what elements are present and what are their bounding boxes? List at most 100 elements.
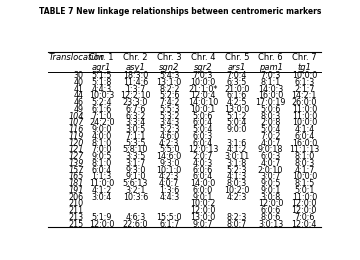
Text: 4:2:3: 4:2:3 bbox=[159, 172, 179, 181]
Text: 10:1:0: 10:1:0 bbox=[157, 166, 182, 175]
Text: 26:0:0: 26:0:0 bbox=[292, 98, 317, 107]
Text: 9:0:18: 9:0:18 bbox=[258, 145, 283, 154]
Text: 6:0:3: 6:0:3 bbox=[193, 132, 213, 141]
Text: 14:0:3: 14:0:3 bbox=[258, 85, 283, 94]
Text: Chr. 2: Chr. 2 bbox=[123, 53, 148, 62]
Text: 8:1:5: 8:1:5 bbox=[294, 179, 315, 188]
Text: 17:0:19: 17:0:19 bbox=[255, 98, 286, 107]
Text: 6:1:3: 6:1:3 bbox=[294, 78, 314, 87]
Text: 24:2:0: 24:2:0 bbox=[89, 118, 114, 127]
Text: 10:0:0: 10:0:0 bbox=[292, 172, 317, 181]
Text: 191: 191 bbox=[68, 186, 84, 195]
Text: 127: 127 bbox=[68, 152, 84, 161]
Text: 12:0:0: 12:0:0 bbox=[190, 206, 216, 215]
Text: 5:0:4: 5:0:4 bbox=[226, 118, 247, 127]
Text: 9:3:0: 9:3:0 bbox=[125, 166, 146, 175]
Text: Chr. 6: Chr. 6 bbox=[258, 53, 283, 62]
Text: agr1: agr1 bbox=[92, 63, 112, 72]
Text: 4:1:2: 4:1:2 bbox=[226, 145, 247, 154]
Text: 41: 41 bbox=[74, 85, 84, 94]
Text: 18:3:0: 18:3:0 bbox=[123, 71, 148, 80]
Text: 3:1:8: 3:1:8 bbox=[227, 159, 247, 168]
Text: 5:5:3: 5:5:3 bbox=[159, 105, 180, 114]
Text: 5:1:2: 5:1:2 bbox=[226, 112, 247, 121]
Text: 8:0:6: 8:0:6 bbox=[260, 213, 281, 222]
Text: 46: 46 bbox=[74, 98, 84, 107]
Text: 11:1:13: 11:1:13 bbox=[289, 145, 319, 154]
Text: 6:0:0: 6:0:0 bbox=[193, 186, 213, 195]
Text: 14:0:10: 14:0:10 bbox=[188, 98, 218, 107]
Text: 7:0:2: 7:0:2 bbox=[260, 132, 281, 141]
Text: 5:0:1: 5:0:1 bbox=[294, 186, 315, 195]
Text: 7:0:4: 7:0:4 bbox=[226, 71, 247, 80]
Text: pam1: pam1 bbox=[258, 63, 283, 72]
Text: 2:0:7: 2:0:7 bbox=[193, 152, 213, 161]
Text: 120: 120 bbox=[68, 139, 84, 148]
Text: 3:0:13: 3:0:13 bbox=[258, 219, 283, 229]
Text: 12:0:0: 12:0:0 bbox=[292, 206, 317, 215]
Text: 8:0:3: 8:0:3 bbox=[227, 179, 247, 188]
Text: 11:0:0: 11:0:0 bbox=[292, 112, 317, 121]
Text: 4:1:4: 4:1:4 bbox=[294, 125, 314, 134]
Text: 8:0:3: 8:0:3 bbox=[294, 159, 314, 168]
Text: 12:0:13: 12:0:13 bbox=[188, 145, 218, 154]
Text: 6:1:6: 6:1:6 bbox=[227, 92, 247, 100]
Text: ars1: ars1 bbox=[228, 63, 246, 72]
Text: 6:0:4: 6:0:4 bbox=[294, 132, 314, 141]
Text: 8:1:0: 8:1:0 bbox=[91, 159, 112, 168]
Text: 10:0:3: 10:0:3 bbox=[89, 92, 114, 100]
Text: 5:5:0: 5:5:0 bbox=[159, 145, 180, 154]
Text: 5:2:3: 5:2:3 bbox=[226, 166, 247, 175]
Text: 10:3:6: 10:3:6 bbox=[123, 193, 148, 202]
Text: 10:0:0: 10:0:0 bbox=[190, 78, 216, 87]
Text: 5:3:5: 5:3:5 bbox=[125, 139, 146, 148]
Text: 4:2:5: 4:2:5 bbox=[226, 98, 247, 107]
Text: 5:0:6: 5:0:6 bbox=[193, 112, 213, 121]
Text: 7:0:3: 7:0:3 bbox=[193, 71, 213, 80]
Text: 13:1:0: 13:1:0 bbox=[157, 78, 182, 87]
Text: 7:0:3: 7:0:3 bbox=[260, 71, 281, 80]
Text: 6:7:6: 6:7:6 bbox=[125, 105, 146, 114]
Text: 9:0:5: 9:0:5 bbox=[260, 179, 281, 188]
Text: 5:1:9: 5:1:9 bbox=[91, 213, 112, 222]
Text: 213: 213 bbox=[69, 213, 84, 222]
Text: 3:0:7: 3:0:7 bbox=[260, 172, 281, 181]
Text: 5:0:6: 5:0:6 bbox=[260, 105, 281, 114]
Text: 12:2:10: 12:2:10 bbox=[120, 92, 151, 100]
Text: 1:3:6: 1:3:6 bbox=[159, 186, 179, 195]
Text: 4:0:7: 4:0:7 bbox=[159, 179, 179, 188]
Text: 6:0:3: 6:0:3 bbox=[260, 152, 281, 161]
Text: 8:1:1: 8:1:1 bbox=[260, 78, 281, 87]
Text: 8:2:2: 8:2:2 bbox=[159, 85, 180, 94]
Text: 12:0:4: 12:0:4 bbox=[292, 219, 317, 229]
Text: 21:1:0*: 21:1:0* bbox=[188, 85, 218, 94]
Text: 2:0:10: 2:0:10 bbox=[258, 166, 283, 175]
Text: 211: 211 bbox=[69, 206, 84, 215]
Text: 1:3:7: 1:3:7 bbox=[125, 85, 146, 94]
Text: 9:0:7: 9:0:7 bbox=[193, 219, 213, 229]
Text: 9:0:0: 9:0:0 bbox=[226, 125, 247, 134]
Text: Chr. 3: Chr. 3 bbox=[157, 53, 181, 62]
Text: 8:0:3: 8:0:3 bbox=[260, 112, 281, 121]
Text: 3:0:8: 3:0:8 bbox=[260, 193, 281, 202]
Text: 21:0:0: 21:0:0 bbox=[224, 85, 249, 94]
Text: sgr2: sgr2 bbox=[194, 63, 212, 72]
Text: 9:1:0: 9:1:0 bbox=[125, 172, 146, 181]
Text: 10:2:0: 10:2:0 bbox=[224, 186, 249, 195]
Text: 23:3:0: 23:3:0 bbox=[123, 98, 148, 107]
Text: 8:0:7: 8:0:7 bbox=[226, 219, 247, 229]
Text: 8:2:3: 8:2:3 bbox=[226, 213, 247, 222]
Text: 6:3:2: 6:3:2 bbox=[125, 112, 146, 121]
Text: 5:4:3: 5:4:3 bbox=[159, 71, 179, 80]
Text: 3:4:3: 3:4:3 bbox=[159, 118, 179, 127]
Text: 5:1:5: 5:1:5 bbox=[91, 71, 112, 80]
Text: 3:2:1: 3:2:1 bbox=[125, 186, 146, 195]
Text: asy1: asy1 bbox=[126, 63, 145, 72]
Text: 5:1:8: 5:1:8 bbox=[91, 78, 112, 87]
Text: 4:4:3: 4:4:3 bbox=[91, 85, 112, 94]
Text: 6:0:4: 6:0:4 bbox=[91, 166, 112, 175]
Text: 12:0:4: 12:0:4 bbox=[190, 92, 216, 100]
Text: 6:3:5: 6:3:5 bbox=[226, 78, 247, 87]
Text: 121: 121 bbox=[68, 145, 84, 154]
Text: 12:0:0: 12:0:0 bbox=[292, 199, 317, 208]
